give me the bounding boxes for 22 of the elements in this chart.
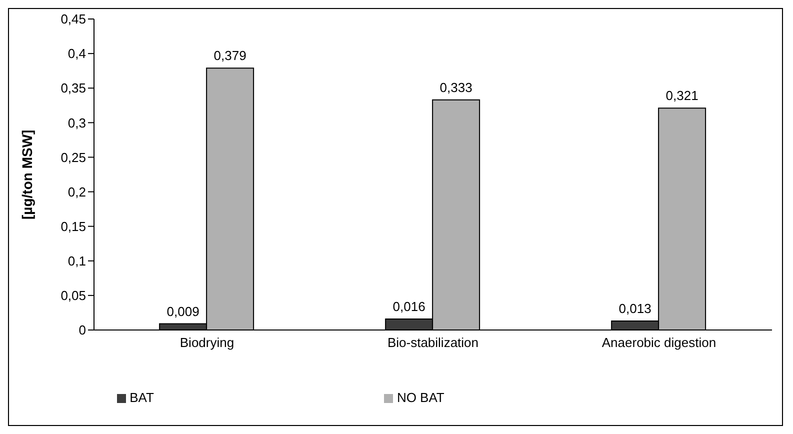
data-label: 0,016 xyxy=(392,298,426,314)
data-label: 0,321 xyxy=(666,88,698,104)
y-tick-label: 0,35 xyxy=(60,80,86,96)
x-tick-label: Anaerobic digestion xyxy=(602,335,716,350)
y-axis-title: [µg/ton MSW] xyxy=(18,130,35,220)
y-tick-label: 0 xyxy=(78,322,86,338)
data-label: 0,379 xyxy=(214,48,246,64)
y-tick-label: 0,25 xyxy=(60,150,86,165)
y-tick-label: 0,45 xyxy=(60,12,86,27)
y-tick-label: 0,1 xyxy=(68,254,86,269)
y-tick-label: 0,4 xyxy=(68,46,86,62)
y-tick-label: 0,15 xyxy=(60,218,86,234)
legend-label: BAT xyxy=(130,390,154,405)
data-label: 0,013 xyxy=(618,301,652,316)
data-label: 0,009 xyxy=(166,304,200,319)
data-label: 0,333 xyxy=(440,80,472,95)
x-tick-label: Biodrying xyxy=(180,335,234,350)
x-tick-label: Bio-stabilization xyxy=(387,335,479,350)
y-tick-label: 0,2 xyxy=(68,184,86,200)
y-tick-label: 0,05 xyxy=(60,288,86,304)
legend-label: NO BAT xyxy=(396,390,444,405)
y-tick-label: 0,3 xyxy=(68,115,86,130)
